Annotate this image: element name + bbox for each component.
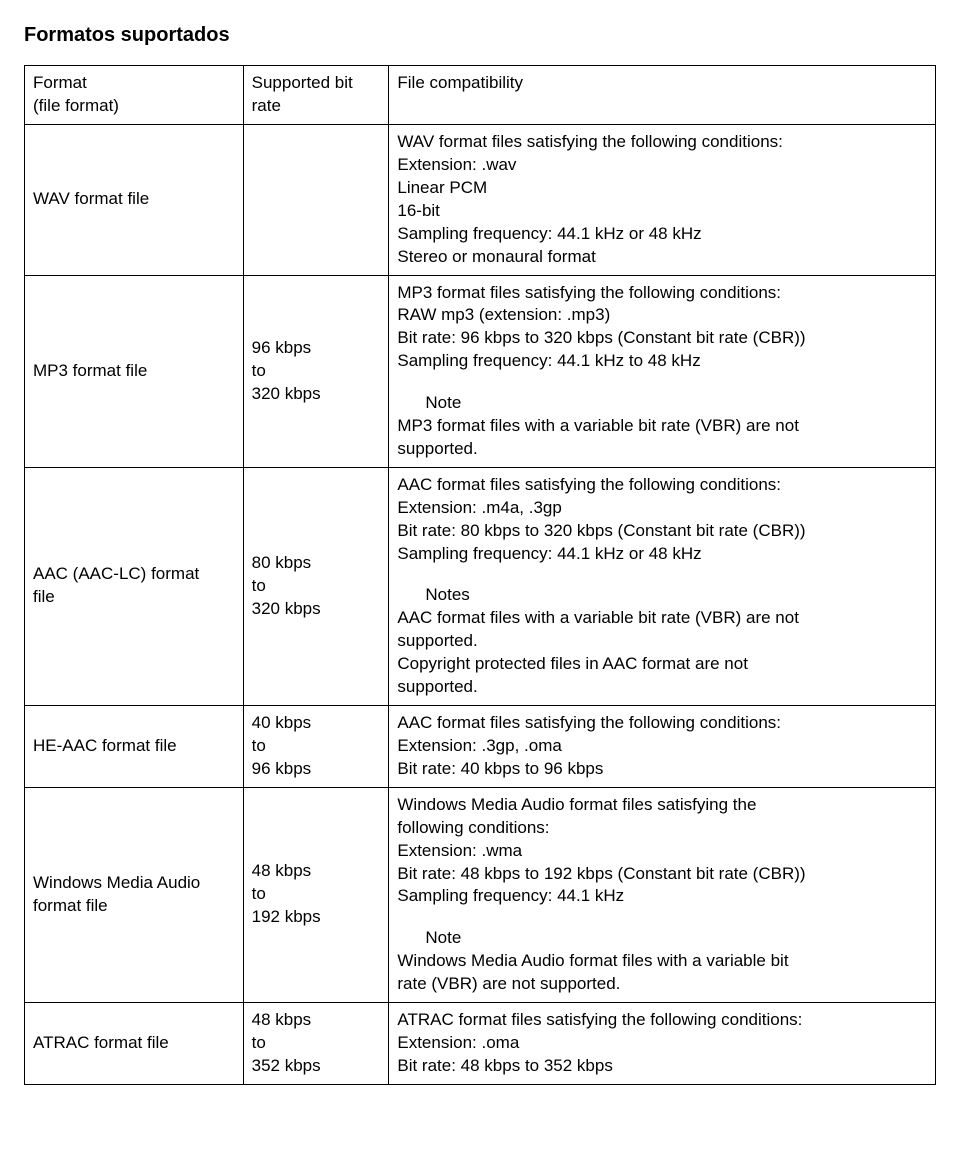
text: MP3 format files satisfying the followin… xyxy=(397,283,781,302)
text: Extension: .m4a, .3gp xyxy=(397,498,561,517)
text: Bit rate: 80 kbps to 320 kbps (Constant … xyxy=(397,521,805,540)
text: 352 kbps xyxy=(252,1056,321,1075)
text: 320 kbps xyxy=(252,384,321,403)
text: supported. xyxy=(397,439,477,458)
text: ATRAC format files satisfying the follow… xyxy=(397,1010,802,1029)
text: Extension: .wma xyxy=(397,841,522,860)
text: file xyxy=(33,587,55,606)
text: HE-AAC format file xyxy=(33,736,177,755)
text: to xyxy=(252,736,266,755)
text: Bit rate: 96 kbps to 320 kbps (Constant … xyxy=(397,328,805,347)
text: Bit rate: 48 kbps to 352 kbps xyxy=(397,1056,612,1075)
bitrate-cell: 40 kbps to 96 kbps xyxy=(243,705,389,787)
format-name: AAC (AAC-LC) format file xyxy=(25,467,244,705)
text: rate (VBR) are not supported. xyxy=(397,974,620,993)
text: Sampling frequency: 44.1 kHz or 48 kHz xyxy=(397,544,701,563)
header-format: Format (file format) xyxy=(25,66,244,125)
text: Sampling frequency: 44.1 kHz or 48 kHz xyxy=(397,224,701,243)
text: following conditions: xyxy=(397,818,549,837)
text: 96 kbps xyxy=(252,338,312,357)
text: WAV format files satisfying the followin… xyxy=(397,132,783,151)
table-row: ATRAC format file 48 kbps to 352 kbps AT… xyxy=(25,1002,936,1084)
header-bitrate: Supported bit rate xyxy=(243,66,389,125)
text: Windows Media Audio format files satisfy… xyxy=(397,795,756,814)
compat-cell: MP3 format files satisfying the followin… xyxy=(389,275,936,467)
text: supported. xyxy=(397,677,477,696)
text: to xyxy=(252,361,266,380)
compat-cell: ATRAC format files satisfying the follow… xyxy=(389,1002,936,1084)
table-row: WAV format file WAV format files satisfy… xyxy=(25,124,936,275)
text: Bit rate: 48 kbps to 192 kbps (Constant … xyxy=(397,864,805,883)
bitrate-cell: 96 kbps to 320 kbps xyxy=(243,275,389,467)
text: Sampling frequency: 44.1 kHz xyxy=(397,886,624,905)
table-row: MP3 format file 96 kbps to 320 kbps MP3 … xyxy=(25,275,936,467)
text: 16-bit xyxy=(397,201,440,220)
text: Linear PCM xyxy=(397,178,487,197)
format-name: Windows Media Audio format file xyxy=(25,787,244,1002)
text: to xyxy=(252,884,266,903)
text: AAC format files with a variable bit rat… xyxy=(397,608,799,627)
text: Extension: .oma xyxy=(397,1033,519,1052)
formats-table: Format (file format) Supported bit rate … xyxy=(24,65,936,1085)
header-compat: File compatibility xyxy=(389,66,936,125)
note-label: Notes xyxy=(425,585,469,604)
text: Bit rate: 40 kbps to 96 kbps xyxy=(397,759,603,778)
text: MP3 format files with a variable bit rat… xyxy=(397,416,799,435)
text: Extension: .wav xyxy=(397,155,516,174)
text: AAC format files satisfying the followin… xyxy=(397,475,781,494)
text: to xyxy=(252,1033,266,1052)
text: Extension: .3gp, .oma xyxy=(397,736,561,755)
format-name: HE-AAC format file xyxy=(25,705,244,787)
text: 80 kbps xyxy=(252,553,312,572)
text: 48 kbps xyxy=(252,861,312,880)
bitrate-cell xyxy=(243,124,389,275)
format-name: ATRAC format file xyxy=(25,1002,244,1084)
bitrate-cell: 80 kbps to 320 kbps xyxy=(243,467,389,705)
text: ATRAC format file xyxy=(33,1033,169,1052)
note-label: Note xyxy=(425,393,461,412)
compat-cell: WAV format files satisfying the followin… xyxy=(389,124,936,275)
text: AAC (AAC-LC) format xyxy=(33,564,199,583)
text: 48 kbps xyxy=(252,1010,312,1029)
text: Supported bit xyxy=(252,73,353,92)
text: (file format) xyxy=(33,96,119,115)
note-label: Note xyxy=(425,928,461,947)
text: 96 kbps xyxy=(252,759,312,778)
text: RAW mp3 (extension: .mp3) xyxy=(397,305,610,324)
text: supported. xyxy=(397,631,477,650)
text: Stereo or monaural format xyxy=(397,247,595,266)
compat-cell: AAC format files satisfying the followin… xyxy=(389,467,936,705)
text: Format xyxy=(33,73,87,92)
table-header-row: Format (file format) Supported bit rate … xyxy=(25,66,936,125)
table-row: Windows Media Audio format file 48 kbps … xyxy=(25,787,936,1002)
format-name: MP3 format file xyxy=(25,275,244,467)
text: 320 kbps xyxy=(252,599,321,618)
page-title: Formatos suportados xyxy=(24,24,936,47)
text: Copyright protected files in AAC format … xyxy=(397,654,748,673)
text: 40 kbps xyxy=(252,713,312,732)
text: to xyxy=(252,576,266,595)
format-name: WAV format file xyxy=(25,124,244,275)
text: Windows Media Audio xyxy=(33,873,200,892)
table-row: HE-AAC format file 40 kbps to 96 kbps AA… xyxy=(25,705,936,787)
text: MP3 format file xyxy=(33,361,147,380)
text: AAC format files satisfying the followin… xyxy=(397,713,781,732)
text: File compatibility xyxy=(397,73,523,92)
text: format file xyxy=(33,896,108,915)
text: rate xyxy=(252,96,281,115)
text: Sampling frequency: 44.1 kHz to 48 kHz xyxy=(397,351,700,370)
table-row: AAC (AAC-LC) format file 80 kbps to 320 … xyxy=(25,467,936,705)
compat-cell: AAC format files satisfying the followin… xyxy=(389,705,936,787)
text: Windows Media Audio format files with a … xyxy=(397,951,788,970)
bitrate-cell: 48 kbps to 352 kbps xyxy=(243,1002,389,1084)
text: WAV format file xyxy=(33,189,149,208)
bitrate-cell: 48 kbps to 192 kbps xyxy=(243,787,389,1002)
compat-cell: Windows Media Audio format files satisfy… xyxy=(389,787,936,1002)
text: 192 kbps xyxy=(252,907,321,926)
